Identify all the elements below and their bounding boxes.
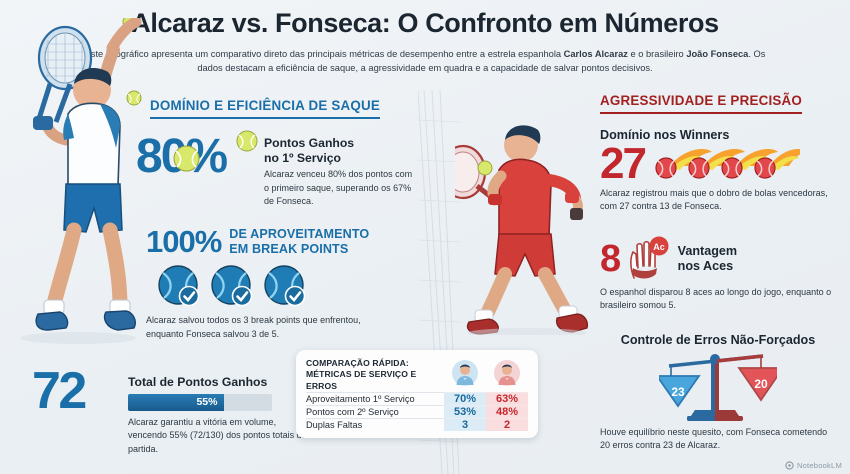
stat-description: Houve equilíbrio neste quesito, com Fons… [600, 426, 828, 451]
progress-fill: 55% [128, 393, 225, 411]
table-row: Duplas Faltas 3 2 [306, 418, 528, 432]
stat-value-100: 100% [146, 224, 222, 259]
progress-label: 55% [196, 396, 218, 409]
stat-first-serve-points: 80% Pontos Ganhos [136, 130, 418, 209]
total-points-progress-bar: 55% [128, 393, 272, 411]
row-label: Aproveitamento 1º Serviço [306, 392, 444, 406]
stat-description: O espanhol disparou 8 aces ao longo do j… [600, 286, 832, 311]
stat-value-8: 8 [600, 237, 621, 280]
stat-title-line1: Vantagem [677, 243, 738, 258]
stat-title: Total de Pontos Ganhos [128, 375, 268, 389]
stat-description: Alcaraz venceu 80% dos pontos com o prim… [264, 169, 413, 207]
row-label: Duplas Faltas [306, 418, 444, 432]
notebooklm-logo-icon [785, 461, 794, 470]
illustration-player-alcaraz-serving [20, 18, 142, 344]
player-avatar-fonseca [494, 360, 520, 387]
left-column: DOMÍNIO E EFICIÊNCIA DE SAQUE 80% [18, 90, 418, 470]
page-title: Alcaraz vs. Fonseca: O Confronto em Núme… [131, 8, 719, 38]
stat-title-line1: Pontos Ganhos [264, 136, 355, 150]
table-row: Aproveitamento 1º Serviço 70% 63% [306, 392, 528, 406]
hand-ace-icon: Ac [629, 236, 669, 279]
tennis-ball-icon [173, 145, 200, 172]
subtitle-text-3: . Os dados destacam a eficiência de saqu… [197, 49, 766, 74]
row-value-alcaraz: 53% [444, 405, 486, 419]
subtitle-text-2: e o brasileiro [627, 49, 687, 59]
card-title-line2: MÉTRICAS DE SERVIÇO E ERROS [306, 369, 417, 391]
subtitle-player-fonseca: João Fonseca [686, 49, 749, 59]
row-value-alcaraz: 3 [444, 418, 486, 432]
stat-title-line2: nos Aces [677, 258, 734, 273]
stat-total-points-won: 72 Total de Pontos Ganhos 55% Alcaraz ga… [32, 362, 312, 456]
comparison-card: COMPARAÇÃO RÁPIDA: MÉTRICAS DE SERVIÇO E… [296, 350, 538, 439]
page-subtitle: Este infográfico apresenta um comparativ… [75, 47, 775, 76]
stat-title: Controle de Erros Não-Forçados [620, 332, 816, 347]
section-heading-aggression: AGRESSIVIDADE E PRECISÃO [600, 93, 802, 114]
scale-value-right: 20 [754, 377, 768, 391]
comparison-table: COMPARAÇÃO RÁPIDA: MÉTRICAS DE SERVIÇO E… [306, 358, 528, 432]
watermark-label: NotebookLM [796, 461, 842, 470]
header: Alcaraz vs. Fonseca: O Confronto em Núme… [0, 8, 850, 76]
row-value-fonseca: 63% [486, 392, 528, 406]
balance-scale-icon: 23 20 [659, 353, 777, 421]
break-point-ball-group [158, 265, 418, 307]
stat-description: Alcaraz garantiu a vitória em volume, ve… [128, 416, 307, 454]
illustration-player-fonseca-forehand [455, 125, 589, 335]
stat-value-27: 27 [600, 139, 647, 188]
stat-description: Alcaraz registrou mais que o dobro de bo… [600, 187, 828, 212]
section-heading-serve: DOMÍNIO E EFICIÊNCIA DE SAQUE [150, 98, 380, 119]
stat-aces: 8 Ac Vantagem nos Aces [600, 236, 836, 313]
subtitle-text-1: Este infográfico apresenta um comparativ… [84, 49, 564, 59]
tennis-ball-icon [126, 90, 142, 106]
break-point-ball-saved-3 [264, 265, 306, 307]
watermark: NotebookLM [785, 461, 842, 470]
break-point-ball-saved-2 [211, 265, 253, 307]
card-title-line1: COMPARAÇÃO RÁPIDA: [306, 358, 409, 368]
player-avatar-alcaraz [452, 360, 478, 387]
stat-value-72: 72 [32, 362, 87, 420]
flaming-ball-group [655, 148, 800, 179]
row-value-alcaraz: 70% [444, 392, 486, 406]
row-value-fonseca: 2 [486, 418, 528, 432]
ace-badge-label: Ac [653, 242, 665, 252]
right-column: AGRESSIVIDADE E PRECISÃO Domínio nos Win… [600, 92, 836, 470]
stat-unforced-errors: Controle de Erros Não-Forçados [600, 333, 836, 453]
stat-kicker-line2: EM BREAK POINTS [229, 241, 349, 256]
stat-winners: Domínio nos Winners 27 [600, 128, 836, 214]
subtitle-player-alcaraz: Carlos Alcaraz [563, 49, 628, 59]
stat-description: Alcaraz salvou todos os 3 break points q… [146, 315, 361, 339]
tennis-ball-icon [236, 130, 258, 152]
scale-value-left: 23 [671, 385, 685, 399]
row-label: Pontos com 2º Serviço [306, 405, 444, 419]
table-header-row: COMPARAÇÃO RÁPIDA: MÉTRICAS DE SERVIÇO E… [306, 358, 528, 393]
row-value-fonseca: 48% [486, 405, 528, 419]
stat-title-line2: no 1º Serviço [264, 150, 341, 165]
break-point-ball-saved-1 [158, 265, 200, 307]
stat-kicker-line1: DE APROVEITAMENTO [229, 227, 370, 242]
stat-title: Domínio nos Winners [600, 128, 730, 142]
table-row: Pontos com 2º Serviço 53% 48% [306, 405, 528, 419]
stat-break-points: 100% DE APROVEITAMENTO EM BREAK POINTS [146, 224, 418, 341]
